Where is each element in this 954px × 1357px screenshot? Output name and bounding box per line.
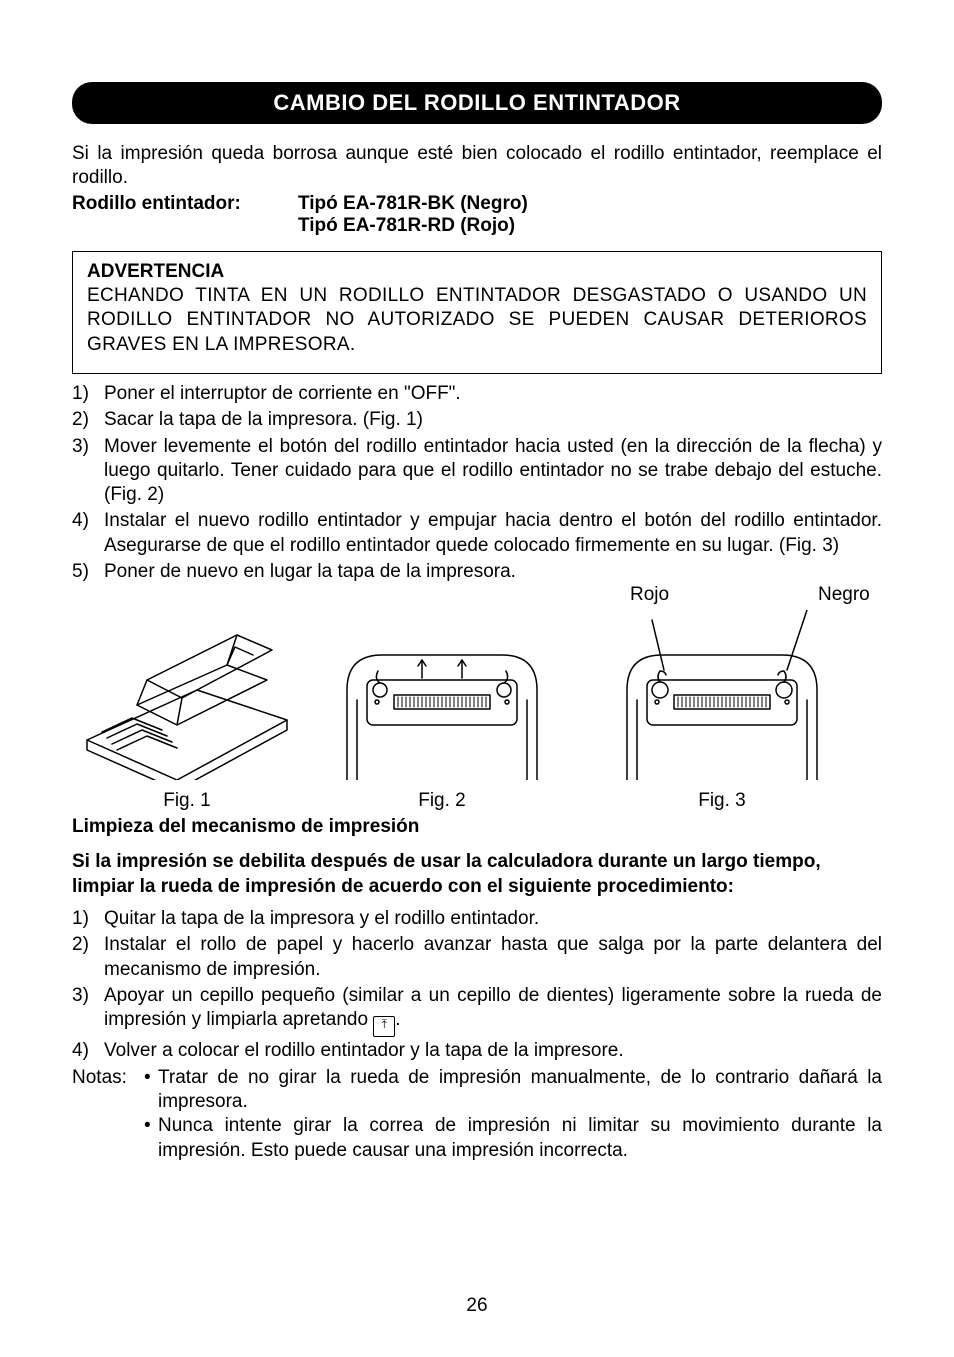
note-text: Nunca intente girar la correa de impresi… [158,1114,882,1163]
fig2-illustration [312,610,572,780]
warning-body: ECHANDO TINTA EN UN RODILLO ENTINTADOR D… [87,284,867,357]
roller-type-2: Tipó EA-781R-RD (Rojo) [298,215,528,237]
warning-title: ADVERTENCIA [87,260,867,284]
bullet-icon: • [144,1066,158,1115]
step-text: Sacar la tapa de la impresora. (Fig. 1) [104,408,882,432]
intro-paragraph: Si la impresión queda borrosa aunque est… [72,142,882,191]
roller-type-1: Tipó EA-781R-BK (Negro) [298,193,528,215]
step-num: 2) [72,933,104,982]
step-text: Poner el interruptor de corriente en "OF… [104,382,882,406]
step-text: Instalar el rollo de papel y hacerlo ava… [104,933,882,982]
step-text: Apoyar un cepillo pequeño (similar a un … [104,984,882,1037]
steps-b: 1)Quitar la tapa de la impresora y el ro… [72,907,882,1064]
fig3-caption: Fig. 3 [582,790,862,812]
steps-a: 1)Poner el interruptor de corriente en "… [72,382,882,585]
negro-label: Negro [818,584,870,606]
fig1-illustration [77,610,297,780]
section-header: CAMBIO DEL RODILLO ENTINTADOR [72,82,882,124]
cleaning-intro: Si la impresión se debilita después de u… [72,850,882,899]
step-num: 5) [72,560,104,584]
step-num: 2) [72,408,104,432]
step-text: Volver a colocar el rodillo entintador y… [104,1039,882,1063]
notes-label: Notas: [72,1066,144,1163]
warning-box: ADVERTENCIA ECHANDO TINTA EN UN RODILLO … [72,251,882,374]
fig1-caption: Fig. 1 [72,790,302,812]
step-text: Instalar el nuevo rodillo entintador y e… [104,509,882,558]
step-num: 4) [72,1039,104,1063]
step-num: 1) [72,382,104,406]
step-num: 3) [72,435,104,508]
fig2-caption: Fig. 2 [302,790,582,812]
step-num: 4) [72,509,104,558]
figures-area: Rojo Negro [72,590,882,820]
page-number: 26 [0,1295,954,1317]
feed-key-icon: ⤒ [373,1016,395,1037]
notes-block: Notas: •Tratar de no girar la rueda de i… [72,1066,882,1163]
roller-label: Rodillo entintador: [72,193,298,237]
fig3-illustration [592,610,852,780]
step-text: Quitar la tapa de la impresora y el rodi… [104,907,882,931]
step-text: Mover levemente el botón del rodillo ent… [104,435,882,508]
rojo-label: Rojo [630,584,669,606]
bullet-icon: • [144,1114,158,1163]
step-num: 1) [72,907,104,931]
step-num: 3) [72,984,104,1037]
step-text: Poner de nuevo en lugar la tapa de la im… [104,560,882,584]
note-text: Tratar de no girar la rueda de impresión… [158,1066,882,1115]
